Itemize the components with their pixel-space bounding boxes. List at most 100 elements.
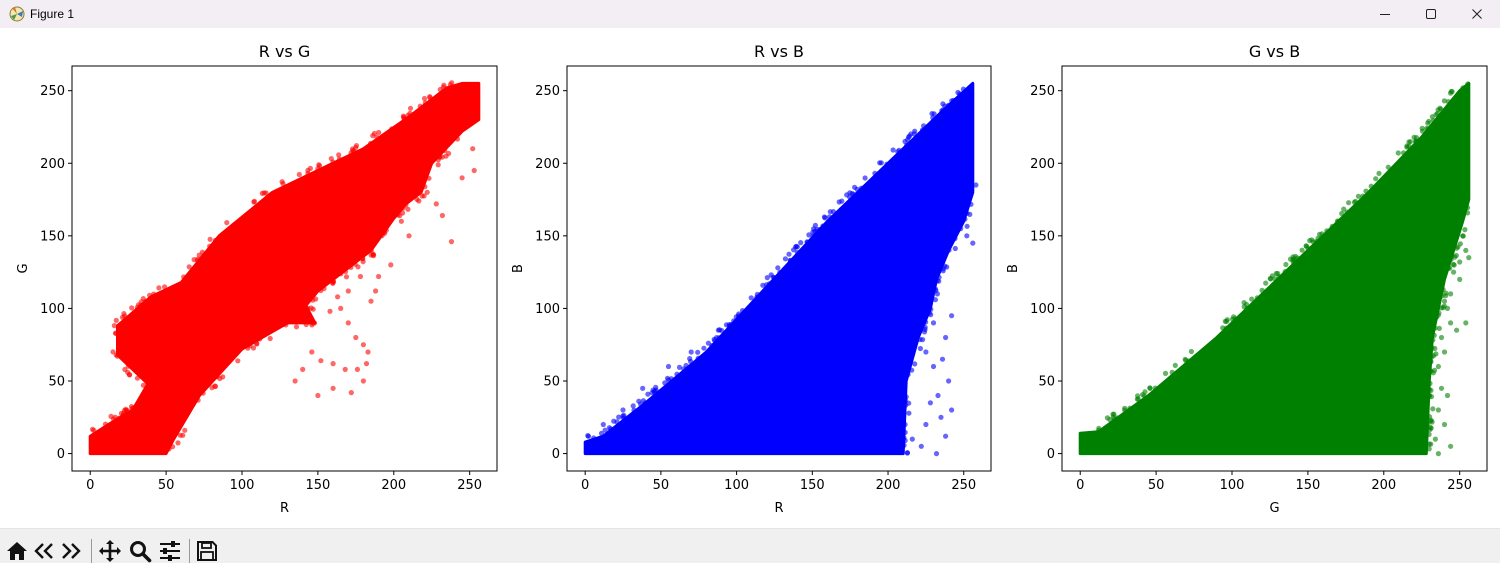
scatter-point	[1427, 380, 1433, 386]
scatter-point	[964, 233, 970, 239]
scatter-dense-area	[88, 81, 481, 456]
zoom-button[interactable]	[127, 538, 153, 564]
scatter-point	[872, 170, 878, 176]
scatter-point	[798, 240, 804, 246]
scatter-point	[1134, 396, 1140, 402]
scatter-point	[960, 86, 967, 92]
home-button[interactable]	[4, 538, 30, 564]
maximize-button[interactable]	[1408, 0, 1454, 28]
scatter-point	[735, 313, 742, 319]
scatter-point	[922, 326, 928, 333]
scatter-point	[620, 407, 626, 413]
scatter-point	[308, 305, 314, 311]
scatter-point	[786, 251, 792, 257]
scatter-point	[1448, 256, 1454, 262]
scatter-point	[695, 349, 701, 355]
scatter-point	[936, 278, 942, 284]
scatter-point	[1122, 407, 1128, 413]
scatter-point	[259, 190, 265, 196]
scatter-point	[1406, 143, 1412, 149]
scatter-point	[315, 166, 321, 172]
scatter-point	[1438, 385, 1445, 391]
scatter-point	[930, 115, 936, 121]
scatter-point	[821, 214, 828, 220]
scatter-point	[398, 218, 404, 224]
scatter-point	[199, 249, 205, 255]
scatter-point	[827, 209, 833, 215]
scatter-point	[424, 189, 430, 195]
scatter-point	[1339, 210, 1345, 217]
x-axis-label: R	[280, 501, 289, 516]
scatter-point	[939, 108, 945, 114]
scatter-point	[901, 442, 907, 448]
scatter-point	[1440, 286, 1446, 293]
scatter-point	[459, 175, 465, 181]
scatter-point	[934, 291, 941, 297]
scatter-point	[1424, 125, 1430, 131]
scatter-point	[1443, 293, 1449, 299]
scatter-point	[902, 437, 908, 444]
scatter-points	[1092, 81, 1472, 457]
scatter-point	[923, 421, 929, 428]
scatter-point	[952, 235, 958, 242]
x-tick-label: 150	[1295, 478, 1320, 493]
scatter-point	[370, 133, 376, 139]
close-button[interactable]	[1454, 0, 1500, 28]
x-tick-label: 100	[230, 478, 255, 493]
configure-subplots-button[interactable]	[157, 538, 183, 564]
scatter-point	[1430, 406, 1436, 412]
scatter-point	[1457, 276, 1463, 282]
forward-button[interactable]	[58, 538, 84, 564]
scatter-point	[695, 355, 701, 361]
scatter-point	[1249, 296, 1255, 302]
scatter-point	[1188, 348, 1194, 355]
scatter-point	[125, 363, 131, 369]
back-button[interactable]	[31, 538, 57, 564]
scatter-point	[1254, 295, 1260, 301]
scatter-points	[585, 86, 979, 457]
y-tick-label: 150	[40, 229, 65, 244]
scatter-point	[630, 403, 636, 409]
scatter-point	[688, 349, 694, 355]
y-tick-label: 150	[535, 229, 560, 244]
pan-button[interactable]	[97, 538, 123, 564]
figure-canvas[interactable]: 0 50 100 150 200 250 0 50 100 150 200 250 R vs G R G 0 5…	[0, 28, 1500, 528]
scatter-point	[1435, 363, 1441, 370]
scatter-point	[1438, 334, 1445, 341]
scatter-point	[1429, 114, 1435, 120]
scatter-point	[267, 335, 273, 342]
scatter-point	[360, 256, 366, 262]
scatter-point	[723, 322, 730, 328]
scatter-point	[254, 340, 260, 346]
scatter-point	[122, 313, 128, 319]
scatter-point	[946, 378, 952, 384]
scatter-point	[1428, 441, 1434, 447]
scatter-point	[186, 264, 192, 270]
scatter-point	[1329, 223, 1335, 229]
scatter-point	[353, 145, 359, 151]
scatter-point	[973, 182, 979, 188]
scatter-point	[389, 126, 395, 132]
y-tick-label: 100	[1030, 302, 1055, 317]
scatter-point	[715, 327, 722, 333]
scatter-point	[1426, 431, 1432, 437]
scatter-point	[804, 239, 810, 245]
scatter-point	[336, 152, 342, 158]
scatter-point	[949, 313, 955, 319]
scatter-point	[782, 256, 789, 262]
scatter-point	[1224, 318, 1230, 324]
minimize-button[interactable]	[1362, 0, 1408, 28]
save-icon	[197, 541, 217, 561]
scatter-point	[354, 366, 360, 372]
save-button[interactable]	[194, 538, 220, 564]
scatter-point	[360, 378, 366, 384]
y-tick-label: 250	[40, 84, 65, 99]
scatter-point	[1395, 150, 1401, 156]
scatter-point	[368, 298, 374, 304]
scatter-point	[407, 105, 414, 111]
scatter-point	[1435, 451, 1441, 457]
scatter-point	[1360, 193, 1366, 199]
scatter-point	[1319, 231, 1325, 237]
scatter-point	[931, 111, 937, 117]
scatter-point	[636, 398, 642, 404]
